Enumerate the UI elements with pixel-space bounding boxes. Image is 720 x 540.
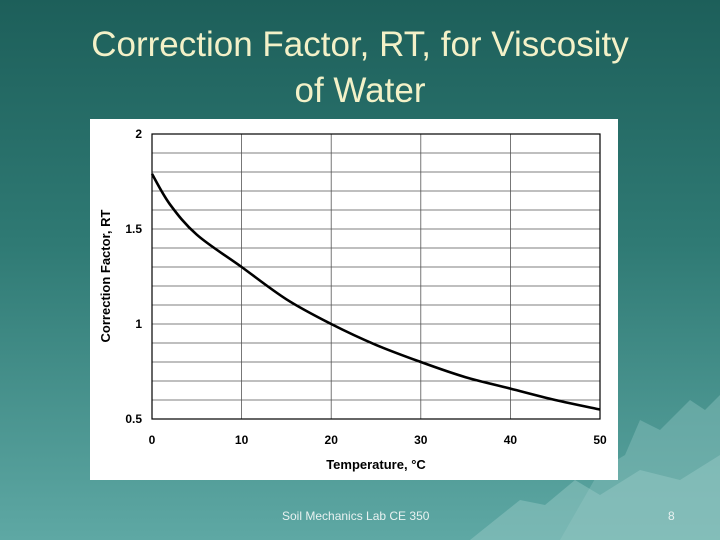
slide-title-line-1: Correction Factor, RT, for Viscosity <box>91 25 629 64</box>
mountain-shape <box>470 455 720 540</box>
y-tick-label: 1.5 <box>125 222 142 236</box>
x-tick-label: 20 <box>325 433 339 447</box>
y-tick-labels: 0.5 1 1.5 2 <box>125 127 142 426</box>
y-tick-label: 0.5 <box>125 412 142 426</box>
y-tick-label: 2 <box>135 127 142 141</box>
y-axis-label: Correction Factor, RT <box>98 209 113 342</box>
slide-footer: Soil Mechanics Lab CE 350 <box>282 509 430 523</box>
plot-frame <box>151 133 601 420</box>
series-line <box>150 173 601 411</box>
correction-factor-chart: 0 10 20 30 40 50 0.5 1 1.5 2 Temperature, °C Cor… <box>98 127 607 472</box>
x-tick-label: 30 <box>414 433 428 447</box>
chart-grid <box>152 134 600 419</box>
x-axis-label: Temperature, °C <box>326 457 426 472</box>
x-tick-label: 40 <box>504 433 518 447</box>
slide-title-line-2: of Water <box>294 71 426 110</box>
x-tick-label: 10 <box>235 433 249 447</box>
x-tick-labels: 0 10 20 30 40 50 <box>149 433 607 447</box>
chart-figure: 0 10 20 30 40 50 0.5 1 1.5 2 Temperature, °C Cor… <box>90 119 618 480</box>
slide-title: Correction Factor, RT, for Viscosity of … <box>0 22 720 114</box>
x-tick-label: 50 <box>593 433 607 447</box>
page-number: 8 <box>668 509 675 523</box>
x-tick-label: 0 <box>149 433 156 447</box>
mountain-shape <box>560 395 720 540</box>
chart-series-group <box>150 173 601 411</box>
y-tick-label: 1 <box>135 317 142 331</box>
